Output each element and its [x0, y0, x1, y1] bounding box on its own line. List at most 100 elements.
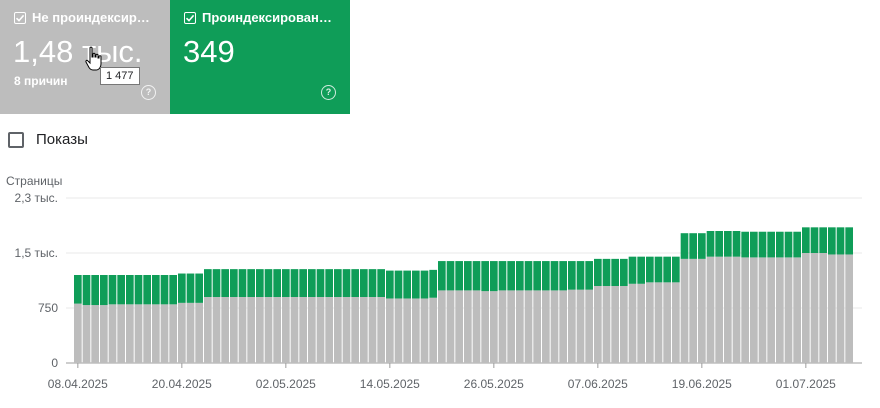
chart-bar-not-indexed[interactable] — [446, 290, 455, 363]
chart-bar-not-indexed[interactable] — [204, 297, 212, 363]
chart-bar-indexed[interactable] — [195, 273, 203, 303]
chart-bar-indexed[interactable] — [646, 256, 654, 283]
chart-bar-indexed[interactable] — [238, 269, 247, 297]
chart-bar-indexed[interactable] — [100, 275, 108, 306]
chart-bar-indexed[interactable] — [836, 227, 845, 255]
chart-bar-not-indexed[interactable] — [386, 298, 394, 363]
chart-bar-indexed[interactable] — [308, 269, 316, 297]
chart-bar-not-indexed[interactable] — [264, 297, 273, 363]
chart-bar-indexed[interactable] — [828, 227, 836, 255]
chart-bar-not-indexed[interactable] — [533, 290, 541, 363]
chart-bar-not-indexed[interactable] — [776, 257, 784, 363]
chart-bar-not-indexed[interactable] — [178, 302, 186, 363]
chart-bar-not-indexed[interactable] — [299, 297, 307, 363]
chart-bar-indexed[interactable] — [160, 275, 169, 305]
chart-bar-indexed[interactable] — [672, 256, 680, 283]
chart-bar-indexed[interactable] — [386, 270, 394, 299]
chart-bar-indexed[interactable] — [134, 275, 143, 305]
chart-bar-not-indexed[interactable] — [74, 303, 82, 363]
chart-bar-not-indexed[interactable] — [689, 258, 697, 363]
chart-bar-indexed[interactable] — [169, 275, 177, 305]
chart-bar-indexed[interactable] — [620, 258, 628, 286]
chart-bar-not-indexed[interactable] — [91, 305, 99, 363]
chart-bar-not-indexed[interactable] — [438, 290, 446, 363]
chart-bar-not-indexed[interactable] — [724, 256, 732, 363]
chart-bar-not-indexed[interactable] — [819, 253, 827, 363]
chart-bar-indexed[interactable] — [74, 275, 82, 304]
chart-bar-not-indexed[interactable] — [377, 297, 385, 363]
indexed-card[interactable]: Проиндексированные 349 ? — [170, 0, 350, 114]
chart-bar-not-indexed[interactable] — [282, 297, 290, 363]
chart-bar-not-indexed[interactable] — [247, 297, 255, 363]
chart-bar-indexed[interactable] — [810, 227, 819, 253]
chart-bar-indexed[interactable] — [706, 231, 715, 257]
chart-bar-not-indexed[interactable] — [810, 253, 819, 363]
chart-bar-indexed[interactable] — [394, 270, 403, 299]
chart-bar-indexed[interactable] — [117, 275, 125, 305]
chart-bar-not-indexed[interactable] — [464, 290, 472, 363]
chart-bar-not-indexed[interactable] — [741, 257, 749, 363]
chart-bar-indexed[interactable] — [576, 261, 585, 290]
chart-bar-not-indexed[interactable] — [290, 297, 299, 363]
chart-bar-indexed[interactable] — [516, 261, 524, 291]
chart-bar-indexed[interactable] — [637, 256, 645, 284]
chart-bar-indexed[interactable] — [368, 269, 377, 297]
chart-bar-not-indexed[interactable] — [160, 304, 169, 363]
chart-bar-indexed[interactable] — [611, 258, 619, 286]
chart-bar-indexed[interactable] — [602, 258, 611, 286]
checkbox-checked-icon[interactable] — [184, 11, 196, 24]
chart-bar-not-indexed[interactable] — [238, 297, 247, 363]
chart-bar-not-indexed[interactable] — [698, 258, 706, 363]
chart-bar-indexed[interactable] — [264, 269, 273, 297]
chart-bar-not-indexed[interactable] — [490, 291, 498, 363]
chart-bar-not-indexed[interactable] — [507, 290, 515, 363]
chart-bar-indexed[interactable] — [282, 269, 290, 297]
chart-bar-not-indexed[interactable] — [143, 304, 151, 363]
chart-bar-indexed[interactable] — [186, 273, 195, 303]
chart-bar-not-indexed[interactable] — [108, 304, 117, 363]
chart-bar-indexed[interactable] — [724, 231, 732, 257]
chart-bar-not-indexed[interactable] — [628, 283, 637, 363]
chart-bar-indexed[interactable] — [559, 261, 567, 291]
chart-bar-indexed[interactable] — [152, 275, 160, 305]
chart-bar-not-indexed[interactable] — [750, 257, 758, 363]
chart-bar-indexed[interactable] — [741, 231, 749, 258]
chart-bar-indexed[interactable] — [524, 261, 533, 291]
chart-bar-indexed[interactable] — [178, 273, 186, 303]
chart-bar-not-indexed[interactable] — [230, 297, 238, 363]
chart-bar-indexed[interactable] — [412, 270, 420, 299]
chart-bar-not-indexed[interactable] — [195, 302, 203, 363]
chart-bar-not-indexed[interactable] — [646, 282, 654, 363]
chart-bar-indexed[interactable] — [585, 261, 593, 290]
chart-bar-indexed[interactable] — [247, 269, 255, 297]
chart-bar-indexed[interactable] — [221, 269, 229, 297]
chart-bar-indexed[interactable] — [767, 231, 775, 258]
chart-bar-not-indexed[interactable] — [784, 257, 793, 363]
chart-bar-indexed[interactable] — [654, 256, 663, 283]
chart-bar-indexed[interactable] — [758, 231, 767, 258]
chart-bar-not-indexed[interactable] — [472, 290, 481, 363]
chart-bar-not-indexed[interactable] — [576, 289, 585, 363]
chart-bar-indexed[interactable] — [628, 256, 637, 284]
chart-bar-indexed[interactable] — [82, 275, 91, 306]
chart-bar-not-indexed[interactable] — [455, 290, 463, 363]
chart-bar-indexed[interactable] — [351, 269, 359, 297]
chart-bar-not-indexed[interactable] — [360, 297, 368, 363]
chart-bar-not-indexed[interactable] — [152, 304, 160, 363]
help-icon[interactable]: ? — [321, 85, 336, 100]
chart-bar-not-indexed[interactable] — [672, 282, 680, 363]
chart-bar-not-indexed[interactable] — [420, 298, 429, 363]
chart-bar-not-indexed[interactable] — [706, 256, 715, 363]
chart-bar-indexed[interactable] — [429, 269, 437, 298]
chart-bar-not-indexed[interactable] — [585, 289, 593, 363]
chart-bar-indexed[interactable] — [715, 231, 723, 257]
chart-bar-not-indexed[interactable] — [802, 253, 810, 363]
chart-bar-not-indexed[interactable] — [793, 257, 801, 363]
chart-bar-not-indexed[interactable] — [334, 297, 342, 363]
chart-bar-indexed[interactable] — [802, 227, 810, 253]
chart-bar-indexed[interactable] — [316, 269, 325, 297]
chart-bar-not-indexed[interactable] — [767, 257, 775, 363]
chart-bar-not-indexed[interactable] — [403, 298, 411, 363]
chart-bar-not-indexed[interactable] — [134, 304, 143, 363]
chart-bar-indexed[interactable] — [342, 269, 351, 297]
